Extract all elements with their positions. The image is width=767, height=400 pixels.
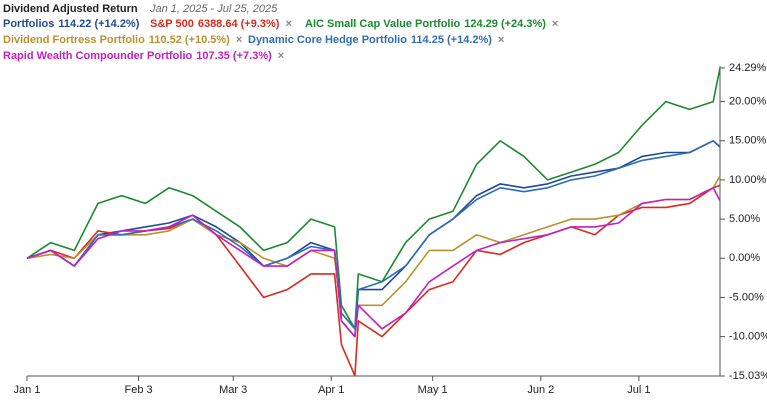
legend-remove[interactable]: ×: [285, 18, 291, 30]
y-tick-label: 0.00%: [729, 252, 760, 264]
y-tick-label: 5.00%: [729, 213, 760, 225]
series-line: [26, 187, 721, 338]
legend-summary: 124.29 (+24.3%): [464, 18, 546, 30]
series-line: [26, 140, 721, 338]
legend-name: Dividend Fortress Portfolio: [3, 34, 145, 46]
legend-name: AIC Small Cap Value Portfolio: [305, 18, 461, 30]
y-tick-label: 20.00%: [729, 96, 767, 108]
chart-subtitle: Jan 1, 2025 - Jul 25, 2025: [149, 3, 278, 15]
x-tick-label: Feb 3: [124, 384, 152, 396]
y-tick-label: -10.00%: [729, 331, 767, 343]
legend-entry: Rapid Wealth Compounder Portfolio 107.35 …: [3, 50, 272, 62]
legend-entry: Portfolios 114.22 (+14.2%): [3, 18, 140, 30]
y-tick-label: 10.00%: [729, 174, 767, 186]
legend-summary: 107.35 (+7.3%): [196, 50, 272, 62]
x-tick-label: Mar 3: [219, 384, 247, 396]
x-tick-label: May 1: [418, 384, 448, 396]
y-tick-label: 24.29%: [729, 62, 767, 74]
x-tick-label: Jan 1: [14, 384, 41, 396]
legend-summary: 110.52 (+10.5%): [149, 34, 230, 46]
chart-title: Dividend Adjusted Return: [3, 3, 138, 15]
legend-name: Rapid Wealth Compounder Portfolio: [3, 50, 193, 62]
legend-entry: Dividend Fortress Portfolio 110.52 (+10.5…: [3, 34, 230, 46]
legend-remove[interactable]: ×: [278, 50, 284, 62]
legend-name: Portfolios: [3, 18, 54, 30]
legend-summary: 114.22 (+14.2%): [58, 18, 139, 30]
legend-name: S&P 500: [150, 18, 194, 30]
legend-name: Dynamic Core Hedge Portfolio: [248, 34, 407, 46]
x-tick-label: Jun 2: [527, 384, 554, 396]
x-tick-label: Apr 1: [318, 384, 344, 396]
series-line: [26, 184, 721, 377]
y-tick-label: 15.00%: [729, 135, 767, 147]
y-tick-label: -15.03%: [729, 370, 767, 382]
legend-remove[interactable]: ×: [552, 18, 558, 30]
y-tick-label: -5.00%: [729, 291, 764, 303]
legend-entry: AIC Small Cap Value Portfolio 124.29 (+24…: [305, 18, 546, 30]
legend-summary: 114.25 (+14.2%): [411, 34, 492, 46]
legend-remove[interactable]: ×: [498, 34, 504, 46]
legend-summary: 6388.64 (+9.3%): [198, 18, 280, 30]
x-tick-label: Jul 1: [627, 384, 650, 396]
series-line: [26, 67, 721, 330]
legend-remove[interactable]: ×: [236, 34, 242, 46]
legend-entry: S&P 500 6388.64 (+9.3%): [150, 18, 280, 30]
legend-entry: Dynamic Core Hedge Portfolio 114.25 (+14.…: [248, 34, 492, 46]
